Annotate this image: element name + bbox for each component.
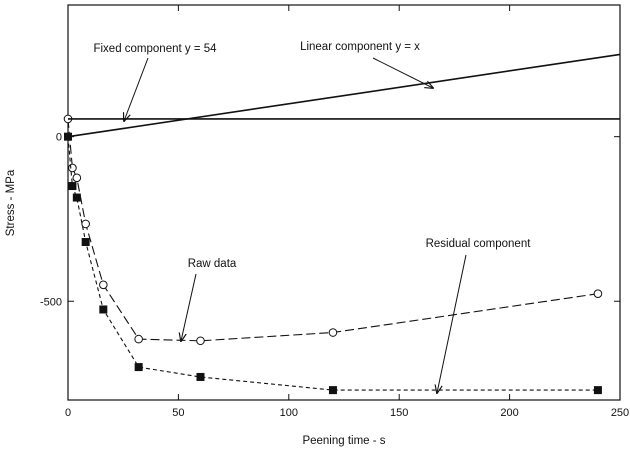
residual-data-point xyxy=(81,238,90,246)
annotation-arrow xyxy=(124,57,149,121)
annotation-label: Linear component y = x xyxy=(300,41,420,53)
x-tick-label: 0 xyxy=(65,407,71,419)
residual-data-point xyxy=(72,193,81,202)
annotation-arrow xyxy=(181,273,197,341)
raw-data-point xyxy=(81,219,90,229)
series-line-1 xyxy=(67,136,598,391)
x-axis-label: Peening time - s xyxy=(302,435,385,447)
y-tick-label: -500 xyxy=(40,296,62,308)
x-tick-label: 150 xyxy=(390,407,408,419)
raw-data-point xyxy=(99,280,108,290)
residual-data-point xyxy=(328,386,337,395)
series-line-3 xyxy=(67,53,621,138)
raw-data-point xyxy=(134,334,143,344)
x-tick-label: 200 xyxy=(500,407,518,419)
annotation-arrow xyxy=(372,57,433,88)
raw-data-point xyxy=(68,163,77,173)
x-tick-label: 100 xyxy=(280,407,298,419)
annotation-label: Residual component xyxy=(426,238,532,250)
annotation-arrow xyxy=(437,254,467,393)
x-tick-label: 250 xyxy=(611,407,629,419)
raw-data-point xyxy=(593,289,603,298)
plot-frame xyxy=(67,4,621,401)
x-tick-label: 50 xyxy=(172,407,184,419)
annotation-label: Fixed component y = 54 xyxy=(93,43,217,55)
y-axis-label: Stress - MPa xyxy=(5,169,17,236)
raw-data-point xyxy=(72,173,82,183)
residual-data-point xyxy=(134,363,143,372)
residual-data-point xyxy=(593,386,602,395)
residual-data-point xyxy=(68,182,77,191)
raw-data-point xyxy=(328,328,338,337)
residual-data-point xyxy=(196,372,205,381)
residual-data-point xyxy=(99,305,108,314)
raw-data-point xyxy=(196,336,205,346)
y-tick-label: 0 xyxy=(56,132,62,144)
series-line-0 xyxy=(67,118,598,342)
annotation-label: Raw data xyxy=(188,258,237,270)
